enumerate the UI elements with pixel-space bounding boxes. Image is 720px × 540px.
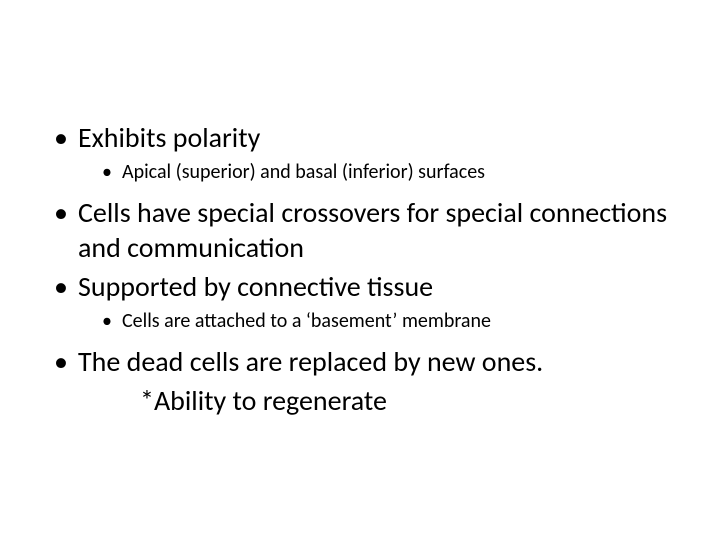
- bullet-item: Supported by connective tissue: [50, 269, 670, 304]
- sub-bullet-item: Cells are attached to a ‘basement’ membr…: [50, 308, 670, 334]
- bullet-item: Exhibits polarity: [50, 120, 670, 155]
- slide-body: Exhibits polarity Apical (superior) and …: [0, 0, 720, 540]
- sub-bullet-item: Apical (superior) and basal (inferior) s…: [50, 159, 670, 185]
- indented-line: *Ability to regenerate: [50, 383, 670, 418]
- bullet-item: The dead cells are replaced by new ones.: [50, 344, 670, 379]
- bullet-item: Cells have special crossovers for specia…: [50, 195, 670, 265]
